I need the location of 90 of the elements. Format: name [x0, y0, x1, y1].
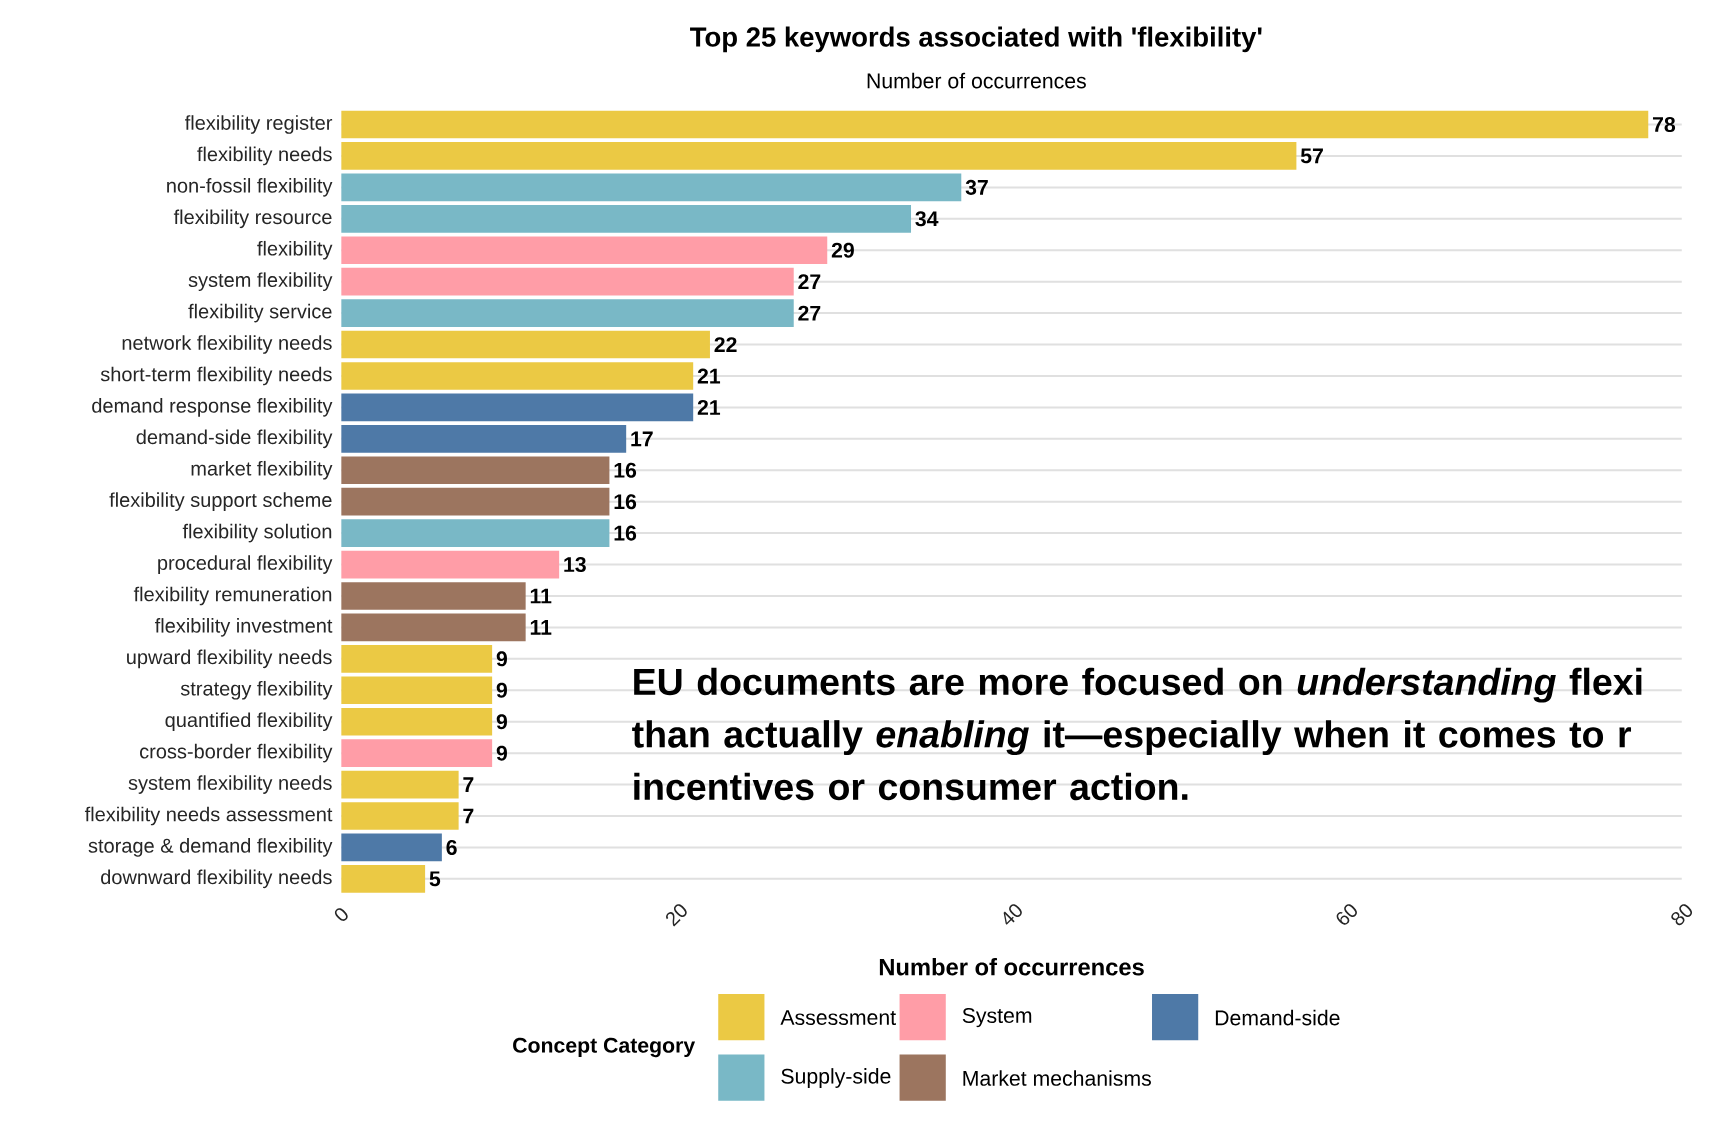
y-tick-label: market flexibility — [191, 461, 333, 480]
y-tick-label: flexibility resource — [173, 209, 332, 229]
y-tick-label: quantified flexibility — [165, 712, 333, 732]
bar — [341, 802, 459, 830]
legend-label: Demand-side — [1215, 1009, 1340, 1026]
y-tick-label: storage & demand flexibility — [88, 838, 333, 857]
bar — [341, 708, 493, 736]
bar — [341, 550, 560, 579]
y-tick-label: flexibility register — [185, 115, 333, 134]
legend-label: System — [962, 1008, 1032, 1028]
y-tick-label: downward flexibility needs — [101, 869, 332, 889]
bar — [341, 645, 493, 673]
bar — [341, 142, 1297, 170]
data-label: 16 — [614, 494, 637, 510]
y-tick-label: flexibility support scheme — [109, 492, 332, 512]
data-label: 11 — [530, 588, 552, 604]
data-label: 17 — [631, 431, 653, 447]
data-label: 78 — [1652, 117, 1676, 133]
bar — [341, 205, 912, 233]
data-label: 27 — [798, 274, 821, 290]
y-tick-label: system flexibility — [188, 272, 333, 292]
y-tick-label: upward flexibility needs — [127, 649, 332, 669]
data-label: 7 — [463, 808, 474, 824]
data-label: 6 — [446, 840, 457, 856]
data-label: 5 — [429, 871, 441, 887]
bar — [341, 456, 610, 485]
data-label: 13 — [564, 557, 586, 573]
data-label: 21 — [697, 368, 721, 384]
data-label: 57 — [1300, 148, 1323, 164]
data-label: 9 — [496, 651, 507, 667]
y-tick-label: cross-border flexibility — [140, 743, 333, 763]
y-tick-label: short-term flexibility needs — [100, 366, 332, 386]
bar — [341, 582, 526, 610]
chart-title: Top 25 keywords associated with 'flexibility' — [690, 26, 1262, 53]
data-label: 34 — [915, 211, 939, 227]
bar — [341, 833, 442, 862]
bar — [341, 267, 794, 296]
bar — [341, 770, 459, 799]
data-label: 9 — [496, 682, 507, 698]
bar — [341, 299, 794, 328]
chart-subtitle: Number of occurrences — [867, 72, 1086, 89]
bar — [341, 613, 526, 642]
y-tick-label: flexibility remuneration — [133, 586, 332, 606]
y-tick-label: strategy flexibility — [180, 681, 333, 700]
bar — [341, 865, 426, 893]
x-tick-label: 20 — [666, 904, 687, 927]
data-label: 11 — [530, 620, 552, 635]
y-tick-label: flexibility needs — [197, 146, 332, 166]
y-tick-label: system flexibility needs — [128, 775, 332, 795]
bar — [341, 236, 828, 265]
data-label: 37 — [965, 180, 988, 196]
y-tick-label: flexibility investment — [154, 618, 333, 637]
data-label: 21 — [697, 400, 721, 415]
data-label: 9 — [496, 714, 507, 730]
data-label: 16 — [614, 462, 637, 478]
y-tick-label: demand-side flexibility — [136, 429, 333, 449]
bar — [341, 393, 694, 422]
y-tick-label: flexibility — [257, 241, 333, 260]
y-tick-label: flexibility solution — [182, 523, 332, 543]
bar — [341, 519, 610, 548]
x-tick-label: 60 — [1336, 904, 1357, 925]
data-label: 22 — [714, 337, 737, 353]
data-label: 16 — [614, 525, 637, 541]
data-label: 9 — [496, 745, 507, 761]
x-tick-label: 80 — [1671, 904, 1693, 926]
data-label: 27 — [798, 305, 821, 321]
x-tick-label: 0 — [334, 908, 348, 922]
bar — [341, 173, 962, 202]
y-tick-label: flexibility needs assessment — [84, 806, 333, 826]
y-tick-label: procedural flexibility — [158, 555, 333, 575]
bar — [341, 110, 1649, 139]
bar — [341, 488, 610, 516]
legend-title: Concept Category — [513, 1037, 696, 1058]
y-tick-label: flexibility service — [188, 303, 332, 323]
legend-label: Supply-side — [781, 1068, 891, 1089]
text: EU documents are more focused on understanding flexi than actually enabling it—especially when it comes to r incentives or consumer action. — [632, 667, 1642, 801]
x-axis-title: Number of occurrences — [879, 958, 1144, 976]
data-label: 7 — [463, 777, 474, 793]
legend-label: Market mechanisms — [963, 1070, 1151, 1086]
x-tick-label: 40 — [1003, 904, 1022, 925]
y-tick-label: demand response flexibility — [92, 398, 333, 417]
bar — [341, 676, 493, 705]
y-tick-label: network flexibility needs — [122, 335, 332, 354]
bar — [341, 425, 627, 453]
bar — [341, 739, 493, 768]
y-tick-label: non-fossil flexibility — [167, 178, 333, 197]
bar — [341, 362, 694, 390]
bar — [341, 330, 710, 359]
legend-label: Assessment — [780, 1010, 896, 1026]
data-label: 29 — [831, 242, 854, 258]
